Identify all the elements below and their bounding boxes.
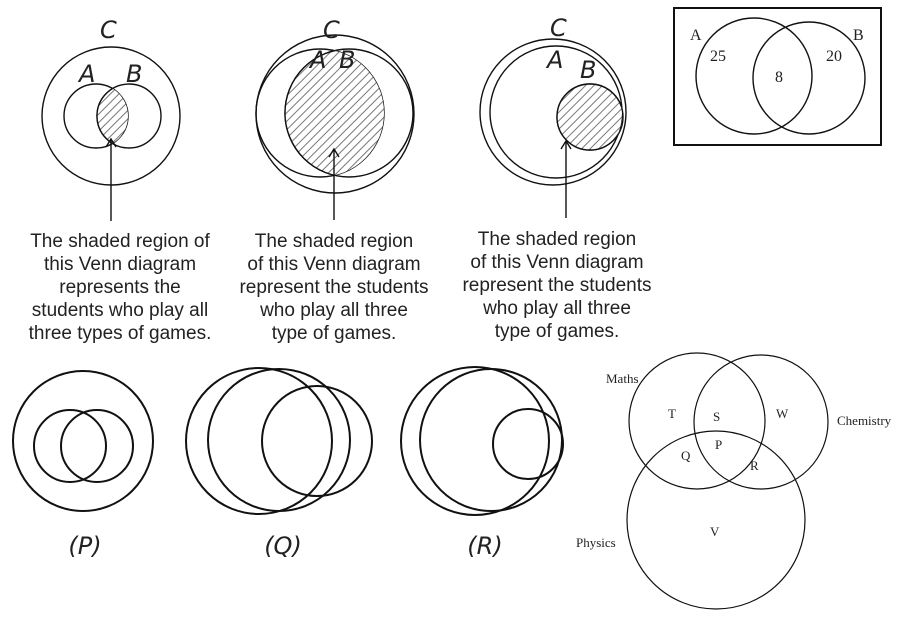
- venn-diagram-2: [255, 34, 415, 220]
- venn-option-p: [12, 370, 154, 512]
- caption-line: represent the students: [462, 275, 652, 296]
- region-r-label: R: [750, 458, 759, 473]
- caption-line: of this Venn diagram: [470, 252, 644, 273]
- caption-diagram-3: The shaded region of this Venn diagram r…: [451, 228, 663, 343]
- caption-diagram-2: The shaded region of this Venn diagram r…: [228, 230, 440, 345]
- universal-set-circle: [419, 368, 563, 512]
- caption-line: type of games.: [494, 321, 620, 342]
- region-v-label: V: [710, 524, 720, 539]
- venn-diagram-3: [479, 38, 627, 218]
- physics-circle: [626, 430, 806, 610]
- region-p-label: P: [715, 437, 722, 452]
- set-b-circle: [261, 385, 373, 497]
- only-a-count: 25: [710, 48, 726, 65]
- chemistry-circle: [693, 354, 829, 490]
- caption-line: who play all three: [260, 300, 408, 321]
- caption-line: represents the: [59, 277, 181, 298]
- only-b-count: 20: [826, 48, 842, 65]
- maths-circle: [628, 352, 766, 490]
- set-a-label: A: [545, 46, 563, 74]
- shaded-intersection: [556, 83, 622, 151]
- set-b-label: B: [339, 46, 355, 74]
- set-b-circle: [60, 409, 134, 483]
- caption-line: of this Venn diagram: [247, 254, 421, 275]
- arrow-head: [560, 139, 572, 150]
- region-s-label: S: [713, 409, 720, 424]
- universal-label: C: [100, 16, 117, 44]
- venn-option-q: [185, 367, 373, 515]
- maths-label: Maths: [606, 371, 639, 386]
- region-w-label: W: [776, 406, 789, 421]
- arrow-head: [328, 147, 340, 158]
- universal-set-circle: [207, 368, 351, 512]
- caption-line: three types of games.: [28, 323, 212, 344]
- universal-label: C: [323, 16, 340, 44]
- caption-line: type of games.: [271, 323, 397, 344]
- region-q-label: Q: [681, 448, 691, 463]
- option-label-q: (Q): [264, 532, 302, 560]
- caption-line: represent the students: [239, 277, 429, 298]
- set-a-label: A: [77, 60, 95, 88]
- option-label-r: (R): [467, 532, 502, 560]
- universal-label: C: [550, 14, 567, 42]
- both-count: 8: [775, 69, 783, 86]
- physics-label: Physics: [576, 535, 616, 550]
- three-set-venn: [626, 352, 829, 610]
- caption-line: The shaded region: [254, 231, 414, 252]
- set-a-circle: [400, 366, 550, 516]
- set-a-circle: [695, 17, 813, 135]
- set-a-label: A: [308, 46, 326, 74]
- set-a-circle: [33, 409, 107, 483]
- option-label-p: (P): [68, 532, 101, 560]
- set-a-label: A: [690, 27, 702, 44]
- caption-line: who play all three: [483, 298, 631, 319]
- caption-line: students who play all: [31, 300, 209, 321]
- universal-set-circle: [479, 38, 627, 186]
- caption-diagram-1: The shaded region of this Venn diagram r…: [15, 230, 225, 345]
- region-t-label: T: [668, 406, 676, 421]
- venn-option-r: [400, 366, 564, 516]
- set-b-label: B: [853, 27, 864, 44]
- arrow-head: [105, 137, 117, 148]
- caption-line: The shaded region of: [30, 231, 210, 252]
- set-b-label: B: [580, 56, 596, 84]
- set-b-circle: [492, 408, 564, 480]
- set-a-circle: [185, 367, 333, 515]
- set-b-circle: [752, 21, 866, 135]
- caption-line: this Venn diagram: [43, 254, 197, 275]
- caption-line: The shaded region: [477, 229, 637, 250]
- chemistry-label: Chemistry: [837, 413, 892, 428]
- boxed-venn: [673, 7, 882, 146]
- set-b-label: B: [126, 60, 142, 88]
- venn-frame: [673, 7, 882, 146]
- shaded-intersection: [96, 84, 128, 148]
- venn-diagram-1: [41, 46, 181, 221]
- universal-set-circle: [12, 370, 154, 512]
